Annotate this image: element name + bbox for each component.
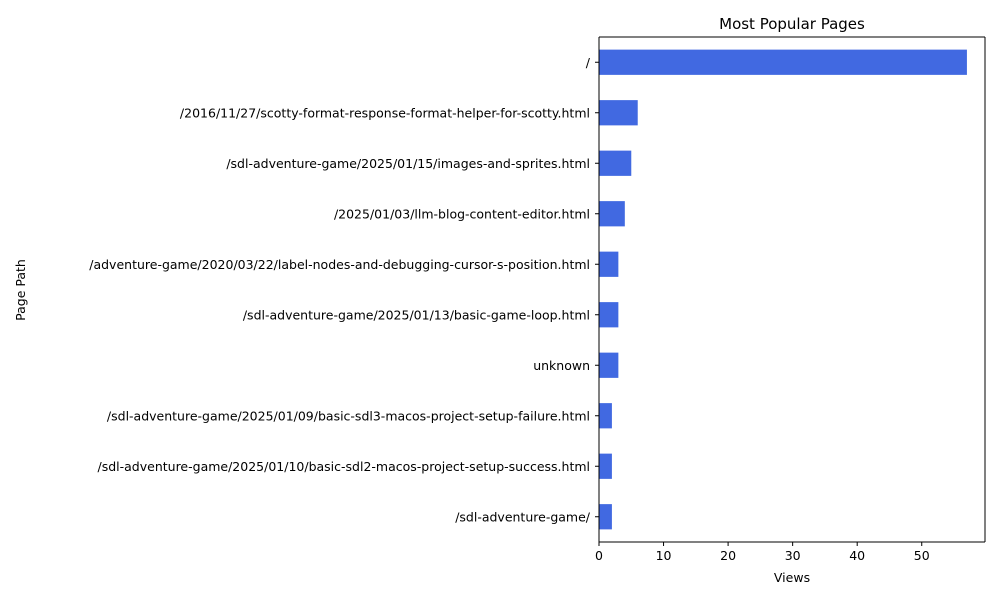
y-tick-label: /sdl-adventure-game/ — [455, 509, 591, 524]
x-tick-label: 10 — [656, 548, 672, 563]
x-ticks-layer: 0 10 20 30 40 50 — [595, 542, 930, 563]
bars-layer — [599, 49, 967, 530]
chart-title: Most Popular Pages — [719, 15, 865, 33]
y-tick-label: unknown — [533, 358, 590, 373]
y-tick-label: /sdl-adventure-game/2025/01/13/basic-gam… — [243, 307, 590, 322]
bar — [599, 504, 612, 530]
y-tick-label: /2016/11/27/scotty-format-response-forma… — [180, 105, 590, 120]
y-tick-label: /sdl-adventure-game/2025/01/10/basic-sdl… — [98, 459, 591, 474]
y-tick-label: /sdl-adventure-game/2025/01/09/basic-sdl… — [107, 408, 590, 423]
bar — [599, 251, 619, 277]
y-tick-label: /sdl-adventure-game/2025/01/15/images-an… — [226, 156, 590, 171]
y-ticks-layer: / /2016/11/27/scotty-format-response-form… — [89, 55, 599, 524]
y-tick-label: / — [586, 55, 591, 70]
bar — [599, 453, 612, 479]
bar — [599, 201, 625, 227]
bar — [599, 403, 612, 429]
bar — [599, 150, 632, 176]
bar — [599, 302, 619, 328]
x-tick-label: 0 — [595, 548, 603, 563]
x-tick-label: 20 — [720, 548, 736, 563]
bar — [599, 49, 967, 75]
y-tick-label: /2025/01/03/llm-blog-content-editor.html — [334, 206, 590, 221]
y-axis-label: Page Path — [13, 259, 28, 321]
x-tick-label: 40 — [849, 548, 865, 563]
bar — [599, 100, 638, 126]
x-tick-label: 50 — [914, 548, 930, 563]
x-axis-label: Views — [774, 570, 810, 585]
y-tick-label: /adventure-game/2020/03/22/label-nodes-a… — [89, 257, 590, 272]
axes-frame — [598, 36, 986, 543]
bar — [599, 352, 619, 378]
x-tick-label: 30 — [785, 548, 801, 563]
